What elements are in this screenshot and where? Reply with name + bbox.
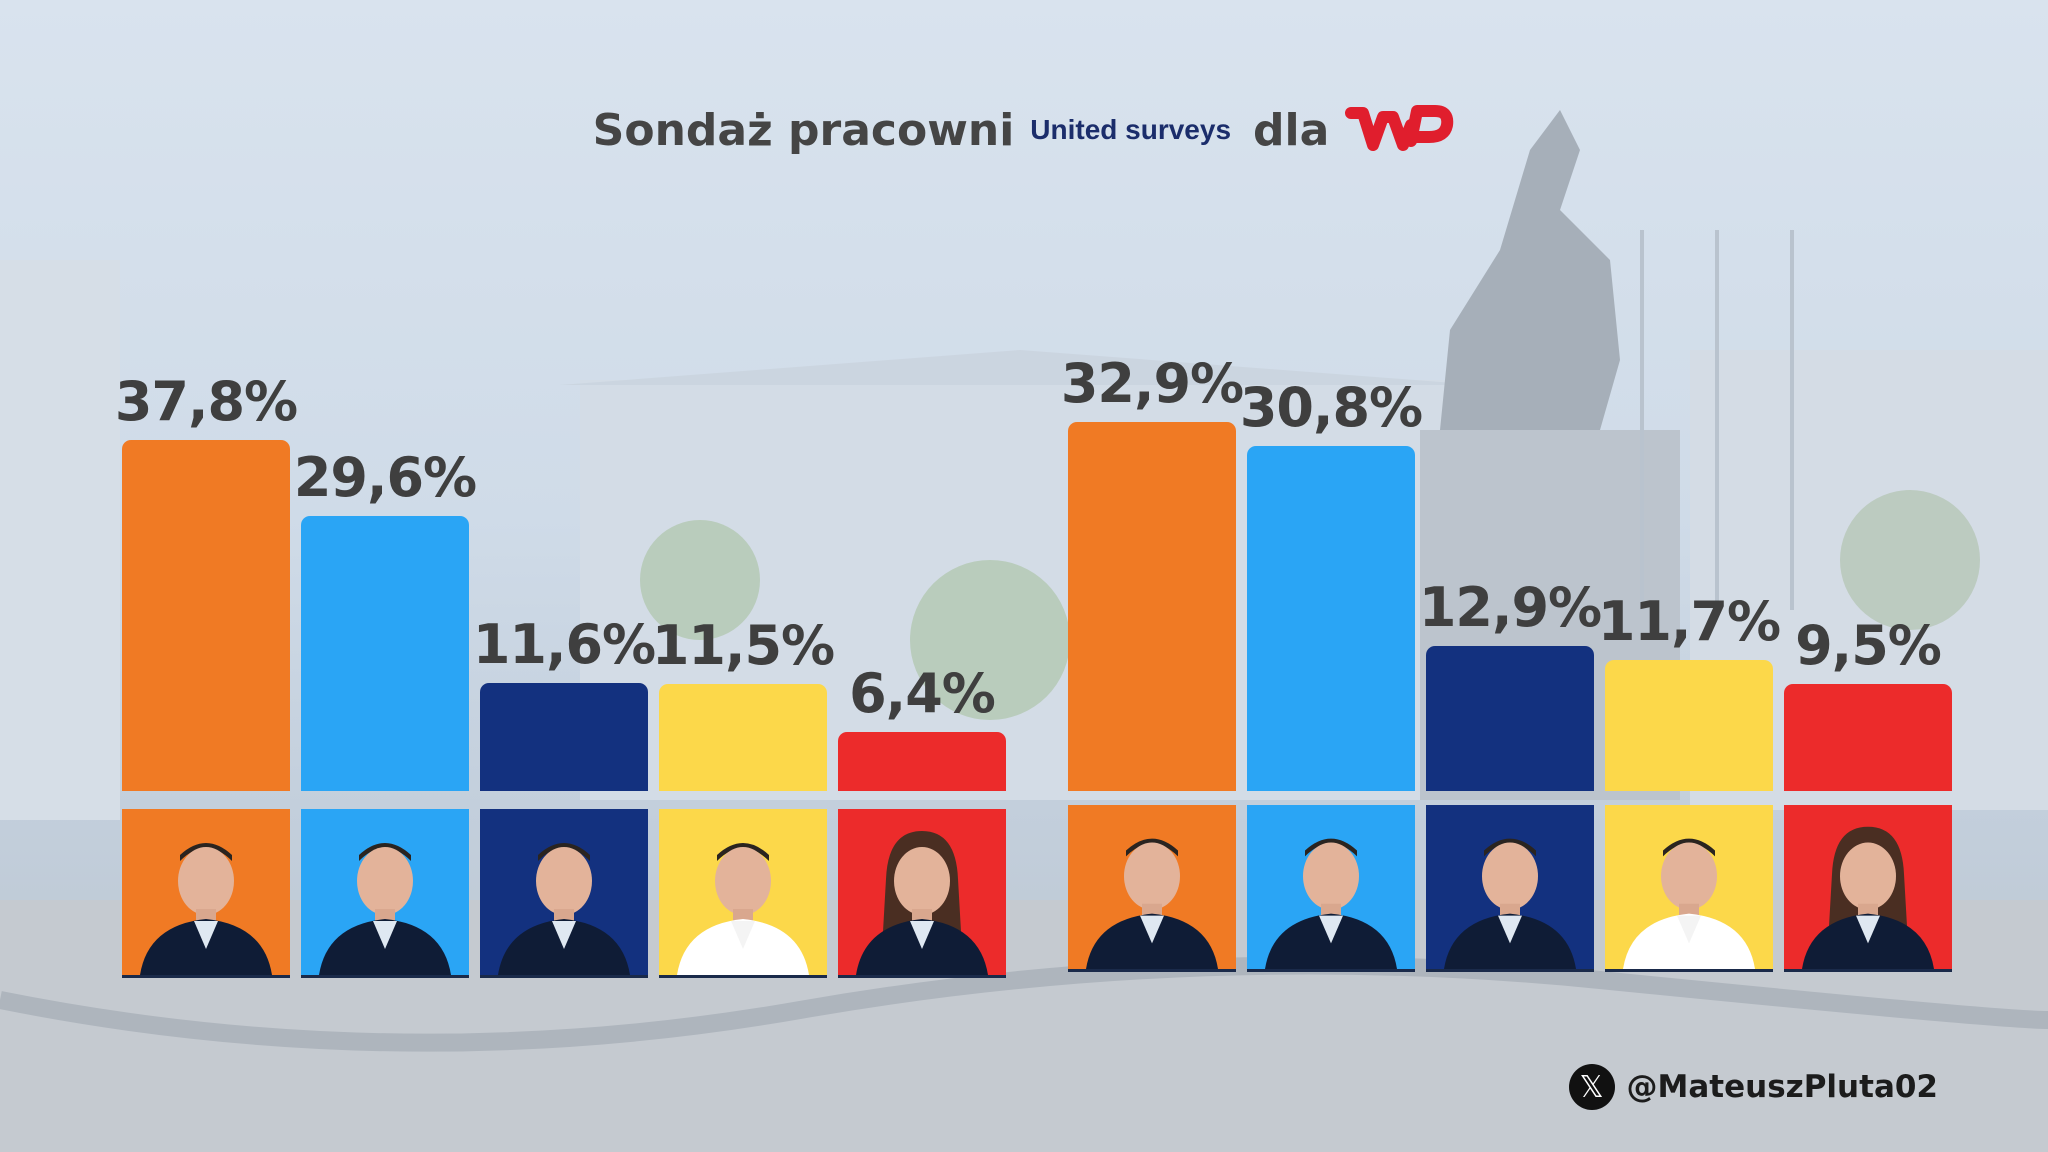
candidate-photo-2-4 bbox=[1605, 805, 1773, 972]
candidate-photo-1-3 bbox=[480, 809, 648, 978]
x-logo-icon: 𝕏 bbox=[1568, 1064, 1615, 1110]
bar-1-3 bbox=[480, 683, 648, 791]
value-label-1-1: 37,8% bbox=[114, 370, 298, 433]
value-label-2-1: 32,9% bbox=[1060, 352, 1244, 415]
bar-1-4 bbox=[659, 684, 827, 791]
bar-1-1 bbox=[122, 440, 290, 791]
value-label-2-4: 11,7% bbox=[1597, 589, 1781, 653]
pollster-name: United surveys bbox=[1030, 114, 1232, 145]
value-label-1-2: 29,6% bbox=[293, 446, 477, 510]
value-label-1-5: 6,4% bbox=[849, 661, 996, 725]
candidate-photo-1-1 bbox=[122, 809, 290, 978]
bar-1-5 bbox=[838, 731, 1006, 791]
bar-2-3 bbox=[1426, 646, 1594, 791]
candidate-photo-1-5 bbox=[838, 809, 1006, 978]
candidate-photo-2-2 bbox=[1247, 805, 1415, 972]
candidate-photo-1-4 bbox=[659, 809, 827, 978]
bar-2-1 bbox=[1068, 422, 1236, 791]
value-label-2-3: 12,9% bbox=[1418, 576, 1602, 640]
bar-2-4 bbox=[1605, 659, 1773, 791]
bar-2-2 bbox=[1247, 445, 1415, 791]
bar-2-5 bbox=[1784, 684, 1952, 791]
candidate-photo-1-2 bbox=[301, 809, 469, 978]
value-label-2-2: 30,8% bbox=[1239, 375, 1423, 439]
candidate-photo-2-1 bbox=[1068, 805, 1236, 972]
handle-text: @MateuszPluta02 bbox=[1626, 1069, 1938, 1105]
value-label-1-4: 11,5% bbox=[651, 614, 835, 678]
value-label-2-5: 9,5% bbox=[1795, 614, 1942, 678]
value-label-1-3: 11,6% bbox=[472, 613, 656, 677]
candidate-photo-2-5 bbox=[1784, 805, 1952, 972]
title-prefix: Sondaż pracowni bbox=[592, 104, 1015, 156]
title-connector: dla bbox=[1253, 104, 1330, 156]
wp-logo bbox=[1345, 105, 1454, 151]
candidate-photo-2-3 bbox=[1426, 805, 1594, 972]
chart-title: Sondaż pracowni United surveys dla bbox=[0, 95, 2048, 165]
social-handle: 𝕏 @MateuszPluta02 bbox=[1568, 1064, 1938, 1110]
bar-1-2 bbox=[301, 516, 469, 791]
